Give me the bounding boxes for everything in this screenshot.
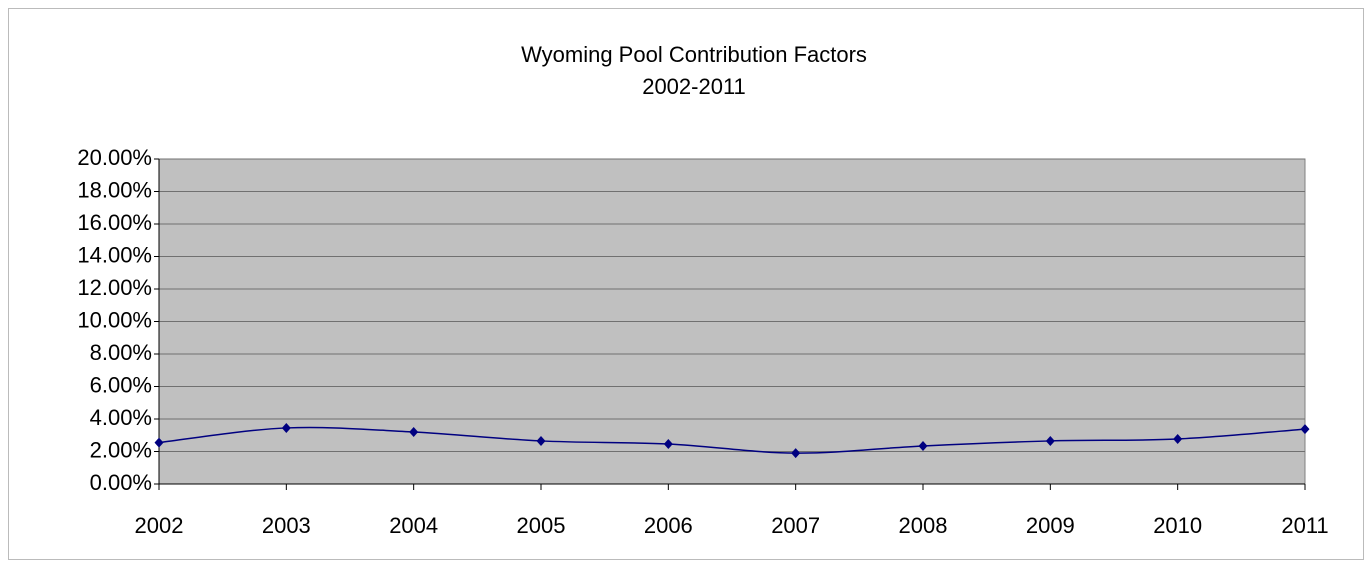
y-tick-label: 6.00% — [90, 372, 152, 397]
y-tick-label: 14.00% — [77, 242, 152, 267]
y-tick-label: 10.00% — [77, 307, 152, 332]
x-tick-label: 2009 — [1026, 513, 1075, 538]
x-tick-label: 2011 — [1281, 513, 1328, 538]
x-tick-label: 2002 — [135, 513, 184, 538]
x-tick-label: 2010 — [1153, 513, 1202, 538]
data-point — [1300, 424, 1310, 435]
x-tick-label: 2007 — [771, 513, 820, 538]
x-tick-label: 2003 — [262, 513, 311, 538]
chart-title: Wyoming Pool Contribution Factors — [521, 42, 867, 67]
data-point — [154, 437, 164, 448]
data-point — [536, 435, 546, 446]
data-point — [281, 422, 291, 433]
x-tick-label: 2004 — [389, 513, 438, 538]
x-tick-label: 2005 — [517, 513, 566, 538]
data-point — [1173, 433, 1183, 444]
y-tick-label: 4.00% — [90, 405, 152, 430]
data-point — [918, 440, 928, 451]
y-tick-label: 18.00% — [77, 177, 152, 202]
y-tick-label: 2.00% — [90, 437, 152, 462]
x-tick-label: 2008 — [899, 513, 948, 538]
y-tick-label: 0.00% — [90, 470, 152, 495]
x-tick-label: 2006 — [644, 513, 693, 538]
data-point — [409, 427, 419, 437]
data-point — [1045, 435, 1055, 446]
y-tick-label: 8.00% — [90, 340, 152, 365]
y-tick-label: 12.00% — [77, 275, 152, 300]
data-point — [791, 448, 801, 459]
data-point — [663, 439, 673, 450]
series-line — [158, 426, 1306, 454]
y-tick-label: 16.00% — [77, 210, 152, 235]
y-tick-label: 20.00% — [77, 145, 152, 170]
chart-subtitle: 2002-2011 — [642, 74, 746, 99]
